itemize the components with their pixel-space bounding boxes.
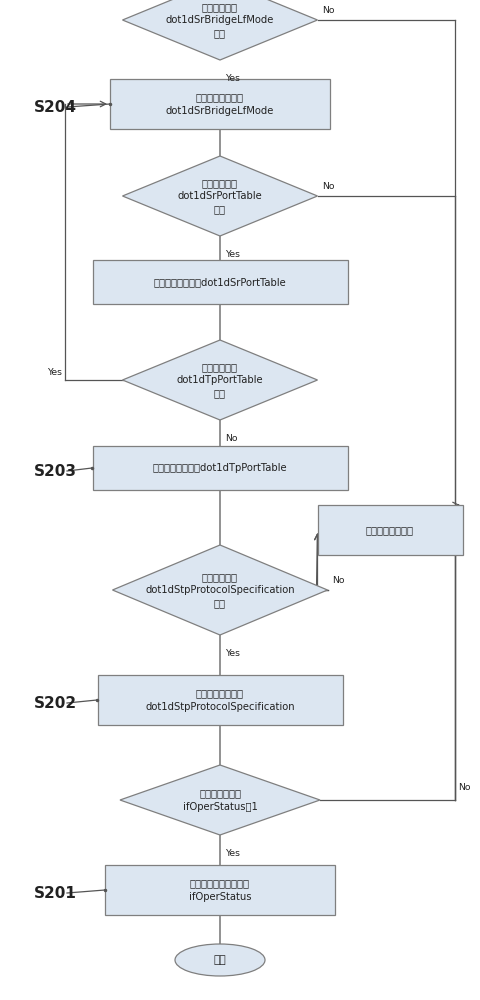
Text: 开始: 开始 — [214, 955, 227, 965]
Text: S203: S203 — [34, 464, 76, 479]
Text: 所有交换机的
dot1dSrBridgeLfMode
相同: 所有交换机的 dot1dSrBridgeLfMode 相同 — [166, 2, 274, 38]
Text: 所有交换机的
dot1dSrPortTable
为空: 所有交换机的 dot1dSrPortTable 为空 — [178, 178, 263, 214]
Text: Yes: Yes — [225, 649, 240, 658]
Text: 查询所有交换机的
dot1dSrBridgeLfMode: 查询所有交换机的 dot1dSrBridgeLfMode — [166, 92, 274, 116]
Text: 查询所有交换机的dot1dTpPortTable: 查询所有交换机的dot1dTpPortTable — [153, 463, 288, 473]
Text: No: No — [323, 6, 335, 15]
Text: 查询所有交换机的dot1dSrPortTable: 查询所有交换机的dot1dSrPortTable — [154, 277, 287, 287]
Text: 所有接口端口的
ifOperStatus为1: 所有接口端口的 ifOperStatus为1 — [182, 788, 257, 812]
Text: No: No — [323, 182, 335, 191]
Text: No: No — [225, 434, 238, 443]
Polygon shape — [122, 0, 317, 60]
Text: Yes: Yes — [225, 250, 240, 259]
FancyBboxPatch shape — [317, 505, 463, 555]
Text: S201: S201 — [34, 886, 76, 900]
Text: Yes: Yes — [47, 368, 62, 377]
Text: Yes: Yes — [225, 74, 240, 83]
Polygon shape — [112, 545, 327, 635]
Text: Yes: Yes — [225, 849, 240, 858]
Text: No: No — [458, 783, 470, 792]
Text: No: No — [333, 576, 345, 585]
Polygon shape — [122, 340, 317, 420]
Text: S204: S204 — [34, 100, 76, 114]
Text: S202: S202 — [34, 696, 77, 710]
Text: 所有交换机的
dot1dTpPortTable
为空: 所有交换机的 dot1dTpPortTable 为空 — [177, 362, 264, 398]
FancyBboxPatch shape — [110, 79, 330, 129]
Polygon shape — [120, 765, 320, 835]
FancyBboxPatch shape — [105, 865, 335, 915]
Text: 所有交换机的
dot1dStpProtocolSpecification
相同: 所有交换机的 dot1dStpProtocolSpecification 相同 — [145, 572, 295, 608]
FancyBboxPatch shape — [93, 260, 348, 304]
FancyBboxPatch shape — [93, 446, 348, 490]
Polygon shape — [122, 156, 317, 236]
Text: 报警，进行下一步: 报警，进行下一步 — [366, 525, 414, 535]
Text: 查询所有交换机端口的
ifOperStatus: 查询所有交换机端口的 ifOperStatus — [189, 878, 251, 902]
FancyBboxPatch shape — [97, 675, 343, 725]
Text: 查询所有交换机的
dot1dStpProtocolSpecification: 查询所有交换机的 dot1dStpProtocolSpecification — [145, 688, 295, 712]
Ellipse shape — [175, 944, 265, 976]
